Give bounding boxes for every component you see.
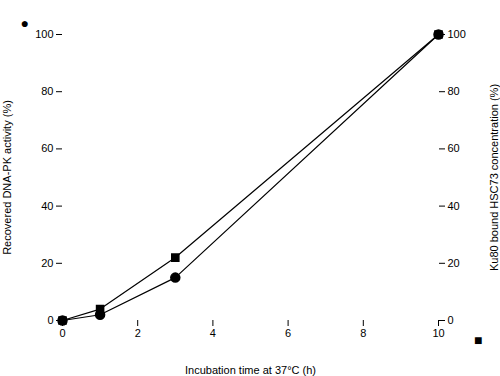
svg-text:■: ■	[474, 332, 482, 348]
svg-text:●: ●	[21, 15, 29, 31]
svg-text:8: 8	[360, 327, 366, 339]
svg-text:Ku80 bound HSC73 concentration: Ku80 bound HSC73 concentration (%)	[488, 84, 500, 271]
svg-text:Recovered DNA-PK activity (%): Recovered DNA-PK activity (%)	[1, 100, 13, 255]
svg-text:80: 80	[448, 85, 460, 97]
svg-text:4: 4	[210, 327, 216, 339]
svg-text:20: 20	[41, 257, 53, 269]
svg-text:40: 40	[41, 200, 53, 212]
svg-text:10: 10	[432, 327, 444, 339]
svg-text:80: 80	[41, 85, 53, 97]
svg-text:60: 60	[448, 142, 460, 154]
svg-text:0: 0	[47, 314, 53, 326]
svg-text:20: 20	[448, 257, 460, 269]
svg-text:60: 60	[41, 142, 53, 154]
svg-text:100: 100	[448, 28, 466, 40]
svg-text:Incubation time at 37°C (h): Incubation time at 37°C (h)	[185, 364, 316, 376]
svg-text:2: 2	[135, 327, 141, 339]
svg-text:100: 100	[35, 28, 53, 40]
svg-text:0: 0	[59, 327, 65, 339]
svg-text:0: 0	[448, 314, 454, 326]
svg-text:6: 6	[285, 327, 291, 339]
svg-text:40: 40	[448, 200, 460, 212]
